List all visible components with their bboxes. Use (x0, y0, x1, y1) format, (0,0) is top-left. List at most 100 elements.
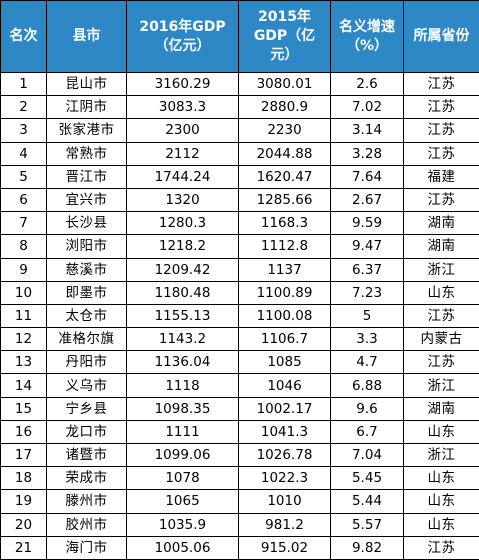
growth-cell: 6.7 (331, 420, 404, 443)
gdp-2016-cell: 1035.9 (127, 513, 239, 536)
rank-cell: 4 (1, 142, 47, 165)
province-cell: 山东 (404, 467, 479, 490)
county-cell: 长沙县 (47, 212, 127, 235)
growth-cell: 6.37 (331, 258, 404, 281)
province-cell: 江苏 (404, 304, 479, 327)
province-cell: 山东 (404, 490, 479, 513)
gdp-2015-cell: 915.02 (239, 536, 331, 559)
growth-cell: 3.14 (331, 119, 404, 142)
rank-cell: 1 (1, 73, 47, 96)
gdp-2016-cell: 1180.48 (127, 281, 239, 304)
gdp-2015-cell: 1285.66 (239, 188, 331, 211)
growth-cell: 2.67 (331, 188, 404, 211)
rank-cell: 6 (1, 188, 47, 211)
gdp-2015-cell: 1620.47 (239, 165, 331, 188)
gdp-2016-cell: 1098.35 (127, 397, 239, 420)
header-gdp-2015-line-1: 2015年 (239, 8, 330, 27)
header-growth: 名义增速 （%） (331, 1, 404, 73)
rank-cell: 2 (1, 96, 47, 119)
gdp-2015-cell: 2230 (239, 119, 331, 142)
province-cell: 江苏 (404, 142, 479, 165)
growth-cell: 7.64 (331, 165, 404, 188)
gdp-2015-cell: 1026.78 (239, 444, 331, 467)
province-cell: 江苏 (404, 73, 479, 96)
county-cell: 晋江市 (47, 165, 127, 188)
rank-cell: 17 (1, 444, 47, 467)
header-gdp-2015-line-2: GDP（亿 (239, 27, 330, 46)
province-cell: 湖南 (404, 235, 479, 258)
header-rank: 名次 (1, 1, 47, 73)
county-cell: 胶州市 (47, 513, 127, 536)
header-gdp-2016-line-2: （亿元） (127, 37, 238, 56)
gdp-2016-cell: 1744.24 (127, 165, 239, 188)
province-cell: 湖南 (404, 212, 479, 235)
header-gdp-2015: 2015年 GDP（亿 元） (239, 1, 331, 73)
province-cell: 江苏 (404, 96, 479, 119)
gdp-2016-cell: 1136.04 (127, 351, 239, 374)
gdp-2016-cell: 3083.3 (127, 96, 239, 119)
rank-cell: 9 (1, 258, 47, 281)
growth-cell: 2.6 (331, 73, 404, 96)
county-cell: 义乌市 (47, 374, 127, 397)
rank-cell: 3 (1, 119, 47, 142)
county-cell: 荣成市 (47, 467, 127, 490)
rank-cell: 19 (1, 490, 47, 513)
rank-cell: 21 (1, 536, 47, 559)
province-cell: 江苏 (404, 536, 479, 559)
growth-cell: 9.47 (331, 235, 404, 258)
gdp-2015-cell: 1046 (239, 374, 331, 397)
gdp-2015-cell: 1106.7 (239, 328, 331, 351)
rank-cell: 20 (1, 513, 47, 536)
county-cell: 浏阳市 (47, 235, 127, 258)
county-cell: 即墨市 (47, 281, 127, 304)
gdp-2016-cell: 1118 (127, 374, 239, 397)
gdp-2015-cell: 2880.9 (239, 96, 331, 119)
gdp-2016-cell: 1005.06 (127, 536, 239, 559)
gdp-2015-cell: 1137 (239, 258, 331, 281)
province-cell: 福建 (404, 165, 479, 188)
county-cell: 张家港市 (47, 119, 127, 142)
province-cell: 山东 (404, 420, 479, 443)
gdp-2015-cell: 1085 (239, 351, 331, 374)
gdp-2016-cell: 1320 (127, 188, 239, 211)
county-cell: 慈溪市 (47, 258, 127, 281)
province-cell: 湖南 (404, 397, 479, 420)
gdp-2016-cell: 3160.29 (127, 73, 239, 96)
gdp-2015-cell: 1041.3 (239, 420, 331, 443)
growth-cell: 7.23 (331, 281, 404, 304)
county-cell: 准格尔旗 (47, 328, 127, 351)
header-province: 所属省份 (404, 1, 479, 73)
county-cell: 宁乡县 (47, 397, 127, 420)
gdp-2016-cell: 2112 (127, 142, 239, 165)
county-cell: 海门市 (47, 536, 127, 559)
growth-cell: 9.59 (331, 212, 404, 235)
rank-cell: 5 (1, 165, 47, 188)
growth-cell: 9.6 (331, 397, 404, 420)
gdp-2016-cell: 1078 (127, 467, 239, 490)
gdp-2016-cell: 1280.3 (127, 212, 239, 235)
county-cell: 太仓市 (47, 304, 127, 327)
gdp-2015-cell: 3080.01 (239, 73, 331, 96)
gdp-2016-cell: 1111 (127, 420, 239, 443)
rank-cell: 8 (1, 235, 47, 258)
growth-cell: 5.45 (331, 467, 404, 490)
county-cell: 丹阳市 (47, 351, 127, 374)
county-cell: 常熟市 (47, 142, 127, 165)
gdp-2016-cell: 1155.13 (127, 304, 239, 327)
gdp-2015-cell: 981.2 (239, 513, 331, 536)
